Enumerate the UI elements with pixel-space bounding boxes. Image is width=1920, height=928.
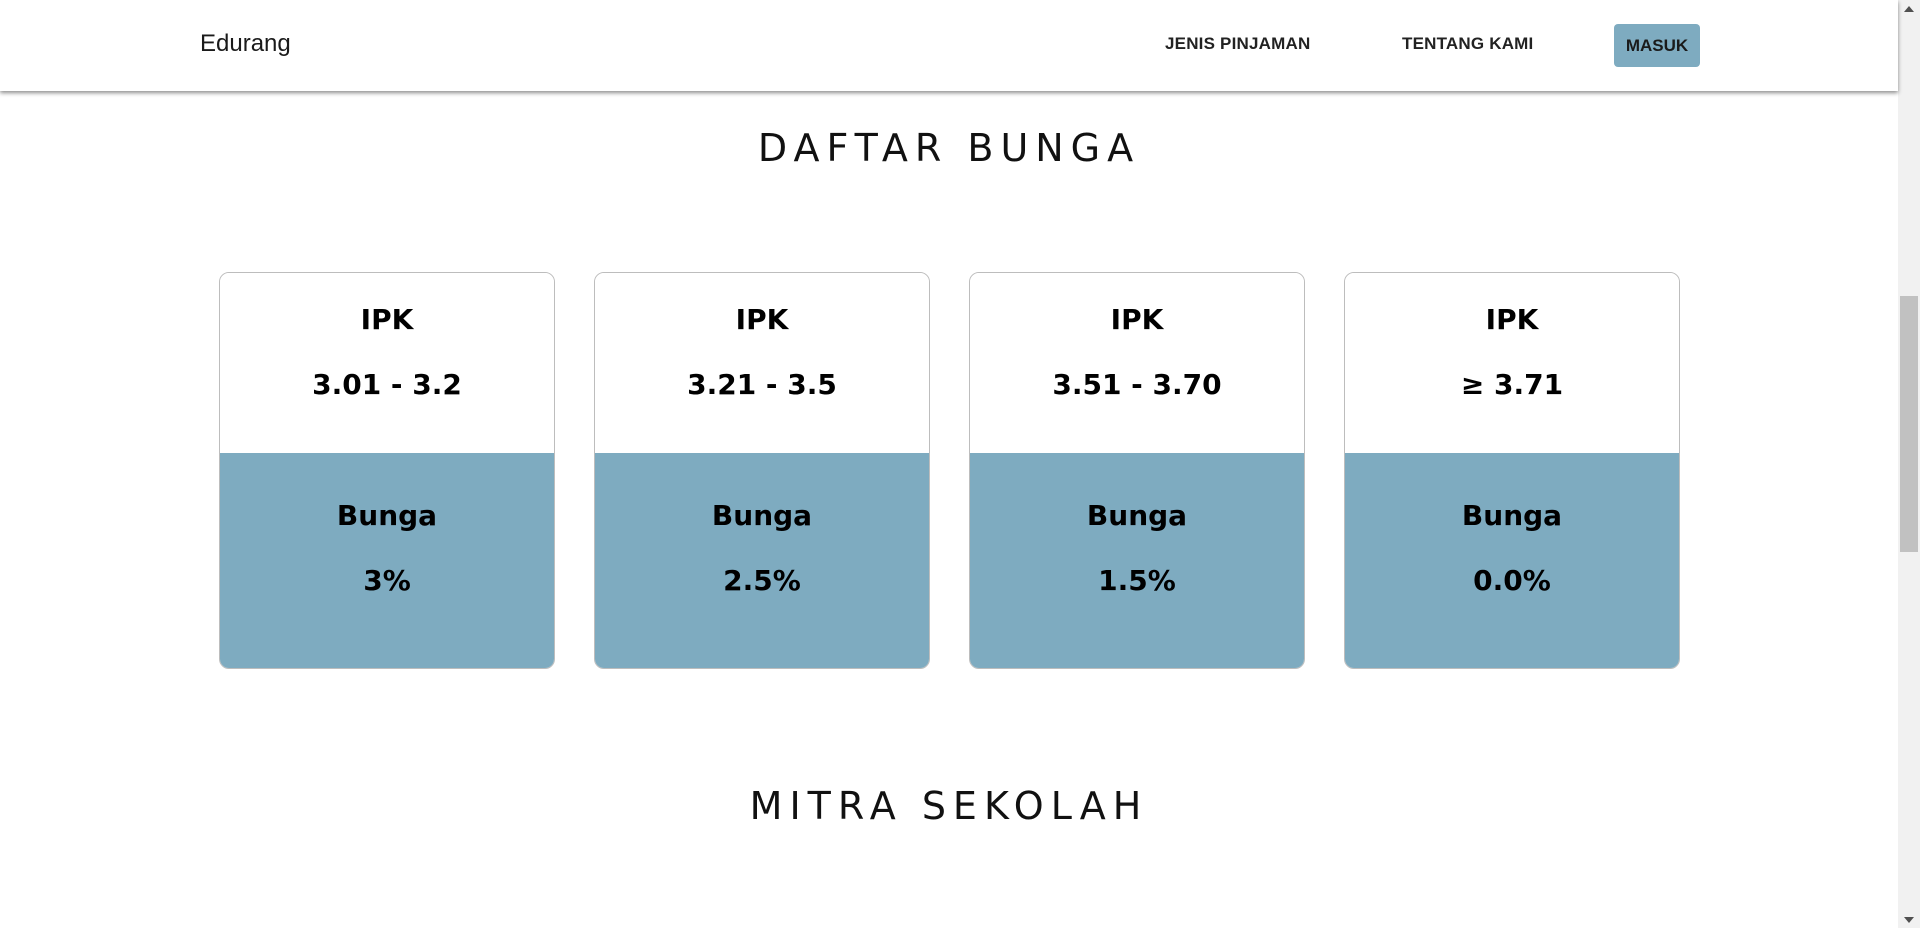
interest-cards: IPK 3.01 - 3.2 Bunga 3% IPK 3.21 - 3.5 B…	[219, 272, 1682, 669]
nav-link-tentang-kami[interactable]: TENTANG KAMI	[1402, 34, 1534, 53]
scroll-down-arrow-icon[interactable]	[1898, 911, 1920, 928]
navbar: Edurang JENIS PINJAMAN TENTANG KAMI MASU…	[0, 0, 1898, 91]
card-bunga-section: Bunga 2.5%	[595, 453, 929, 668]
bunga-label: Bunga	[711, 499, 813, 532]
card-ipk-section: IPK 3.01 - 3.2	[220, 273, 554, 453]
card-ipk-section: IPK 3.21 - 3.5	[595, 273, 929, 453]
card-bunga-section: Bunga 1.5%	[970, 453, 1304, 668]
section-title-mitra-sekolah: MITRA SEKOLAH	[749, 784, 1149, 828]
bunga-label: Bunga	[1461, 499, 1563, 532]
card-ipk-section: IPK 3.51 - 3.70	[970, 273, 1304, 453]
bunga-value: 2.5%	[723, 564, 801, 597]
card-ipk-section: IPK ≥ 3.71	[1345, 273, 1679, 453]
ipk-label: IPK	[360, 303, 414, 336]
ipk-label: IPK	[735, 303, 789, 336]
nav-link-jenis-pinjaman[interactable]: JENIS PINJAMAN	[1165, 34, 1311, 53]
brand-logo-text[interactable]: Edurang	[200, 30, 291, 57]
bunga-value: 3%	[363, 564, 411, 597]
interest-card: IPK 3.21 - 3.5 Bunga 2.5%	[594, 272, 930, 669]
vertical-scrollbar[interactable]	[1898, 0, 1920, 928]
ipk-range: 3.21 - 3.5	[687, 368, 837, 401]
bunga-label: Bunga	[1086, 499, 1188, 532]
bunga-label: Bunga	[336, 499, 438, 532]
ipk-label: IPK	[1485, 303, 1539, 336]
interest-card: IPK 3.01 - 3.2 Bunga 3%	[219, 272, 555, 669]
login-button[interactable]: MASUK	[1614, 24, 1700, 67]
bunga-value: 0.0%	[1473, 564, 1551, 597]
ipk-range: 3.51 - 3.70	[1052, 368, 1222, 401]
interest-card: IPK 3.51 - 3.70 Bunga 1.5%	[969, 272, 1305, 669]
interest-card: IPK ≥ 3.71 Bunga 0.0%	[1344, 272, 1680, 669]
ipk-label: IPK	[1110, 303, 1164, 336]
bunga-value: 1.5%	[1098, 564, 1176, 597]
scrollbar-thumb[interactable]	[1900, 296, 1918, 552]
ipk-range: 3.01 - 3.2	[312, 368, 462, 401]
card-bunga-section: Bunga 3%	[220, 453, 554, 668]
scroll-up-arrow-icon[interactable]	[1898, 0, 1920, 17]
section-title-daftar-bunga: DAFTAR BUNGA	[757, 126, 1141, 170]
card-bunga-section: Bunga 0.0%	[1345, 453, 1679, 668]
ipk-range: ≥ 3.71	[1460, 368, 1564, 401]
